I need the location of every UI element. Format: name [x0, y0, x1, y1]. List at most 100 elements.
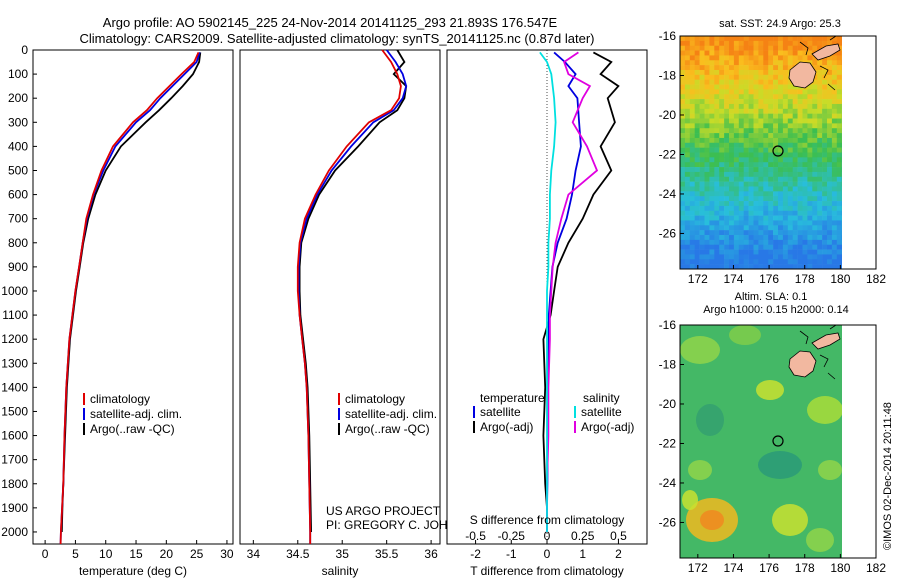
- sst-cell: [684, 79, 691, 85]
- sst-cell: [822, 205, 828, 212]
- sst-cell: [787, 79, 793, 85]
- sst-cell: [684, 191, 691, 197]
- sst-cell: [714, 230, 720, 236]
- sst-cell: [797, 157, 803, 163]
- sst-cell: [782, 152, 789, 158]
- sst-cell: [822, 239, 828, 246]
- sst-cell: [733, 176, 740, 182]
- sst-cell: [729, 84, 735, 90]
- difference-lines: [539, 51, 620, 532]
- sst-cell: [694, 181, 700, 187]
- sst-cell: [753, 89, 759, 95]
- sst-cell: [724, 230, 730, 236]
- sst-cell: [782, 74, 789, 80]
- depth-tick-label: 1100: [2, 308, 28, 322]
- sst-cell: [797, 254, 803, 260]
- sst-cell: [704, 50, 710, 56]
- sst-cell: [729, 181, 735, 187]
- sst-cell: [787, 181, 793, 187]
- depth-tick-label: 2000: [1, 525, 28, 539]
- sst-cell: [812, 147, 818, 153]
- sst-cell: [763, 162, 769, 168]
- sst-cell: [709, 147, 715, 153]
- sst-cell: [758, 264, 764, 270]
- sst-cell: [787, 123, 793, 129]
- sst-cell: [768, 235, 774, 241]
- sst-cell: [792, 84, 798, 90]
- sst-cell: [680, 142, 686, 148]
- sst-cell: [802, 220, 808, 226]
- sst-cell: [797, 264, 803, 270]
- sst-cell: [704, 244, 710, 250]
- sst-cell: [714, 264, 720, 270]
- sst-cell: [822, 142, 828, 148]
- sst-cell: [807, 162, 813, 168]
- map-x-tick-label: 178: [795, 561, 815, 575]
- sst-cell: [733, 84, 740, 90]
- sst-cell: [778, 113, 784, 119]
- sst-cell: [822, 65, 828, 71]
- sst-cell: [714, 244, 720, 250]
- sst-cell: [817, 103, 823, 110]
- sst-cell: [704, 60, 710, 66]
- sst-cell: [787, 118, 793, 124]
- sst-cell: [758, 79, 764, 85]
- fiji-viti-levu: [788, 61, 817, 89]
- sst-cell: [812, 79, 818, 85]
- sst-cell: [719, 220, 725, 226]
- sst-cell: [719, 254, 725, 260]
- sst-cell: [748, 196, 754, 202]
- sst-cell: [724, 113, 730, 119]
- sst-cell: [792, 147, 798, 153]
- sst-cell: [689, 157, 695, 163]
- sst-cell: [822, 99, 828, 105]
- sst-cell: [773, 133, 779, 139]
- sst-cell: [753, 55, 759, 61]
- x-tick-label: 36: [424, 547, 438, 561]
- sst-cell: [778, 186, 784, 192]
- sst-cell: [822, 215, 828, 221]
- sst-cell: [773, 230, 779, 236]
- map-y-tick-label: -26: [659, 515, 677, 529]
- sst-cell: [797, 89, 803, 95]
- sst-cell: [792, 157, 798, 163]
- sst-cell: [778, 210, 784, 216]
- sst-cell: [787, 205, 793, 212]
- sla-land: [788, 324, 841, 380]
- sst-cell: [689, 89, 695, 95]
- sst-cell: [822, 196, 828, 202]
- sst-cell: [748, 55, 754, 61]
- sst-cell: [758, 142, 764, 148]
- sst-cell: [778, 235, 784, 241]
- sst-cell: [792, 225, 798, 231]
- sst-cell: [807, 152, 813, 158]
- sst-cell: [738, 181, 744, 187]
- sst-cell: [797, 259, 803, 265]
- sst-cell: [714, 220, 720, 226]
- sst-cell: [778, 60, 784, 66]
- sst-cell: [689, 60, 695, 66]
- sst-cell: [709, 176, 715, 182]
- sst-cell: [782, 230, 789, 236]
- sst-cell: [792, 45, 798, 51]
- sst-cell: [782, 36, 789, 42]
- sst-cell: [699, 205, 705, 212]
- sst-cell: [827, 152, 833, 158]
- sst-cell: [836, 167, 842, 173]
- sst-cell: [778, 108, 784, 114]
- sst-cell: [738, 99, 744, 105]
- sst-cell: [782, 133, 789, 139]
- sst-cell: [817, 142, 823, 148]
- map-y-tick-label: -18: [659, 357, 677, 371]
- sst-cell: [743, 215, 749, 221]
- sst-cell: [836, 244, 842, 250]
- sst-cell: [787, 152, 793, 158]
- sst-cell: [807, 244, 813, 250]
- sst-cell: [738, 152, 744, 158]
- sst-cell: [817, 108, 823, 114]
- sst-cell: [817, 167, 823, 173]
- sst-cell: [763, 74, 769, 80]
- sst-cell: [827, 162, 833, 168]
- sst-cell: [694, 142, 700, 148]
- sst-cell: [684, 89, 691, 95]
